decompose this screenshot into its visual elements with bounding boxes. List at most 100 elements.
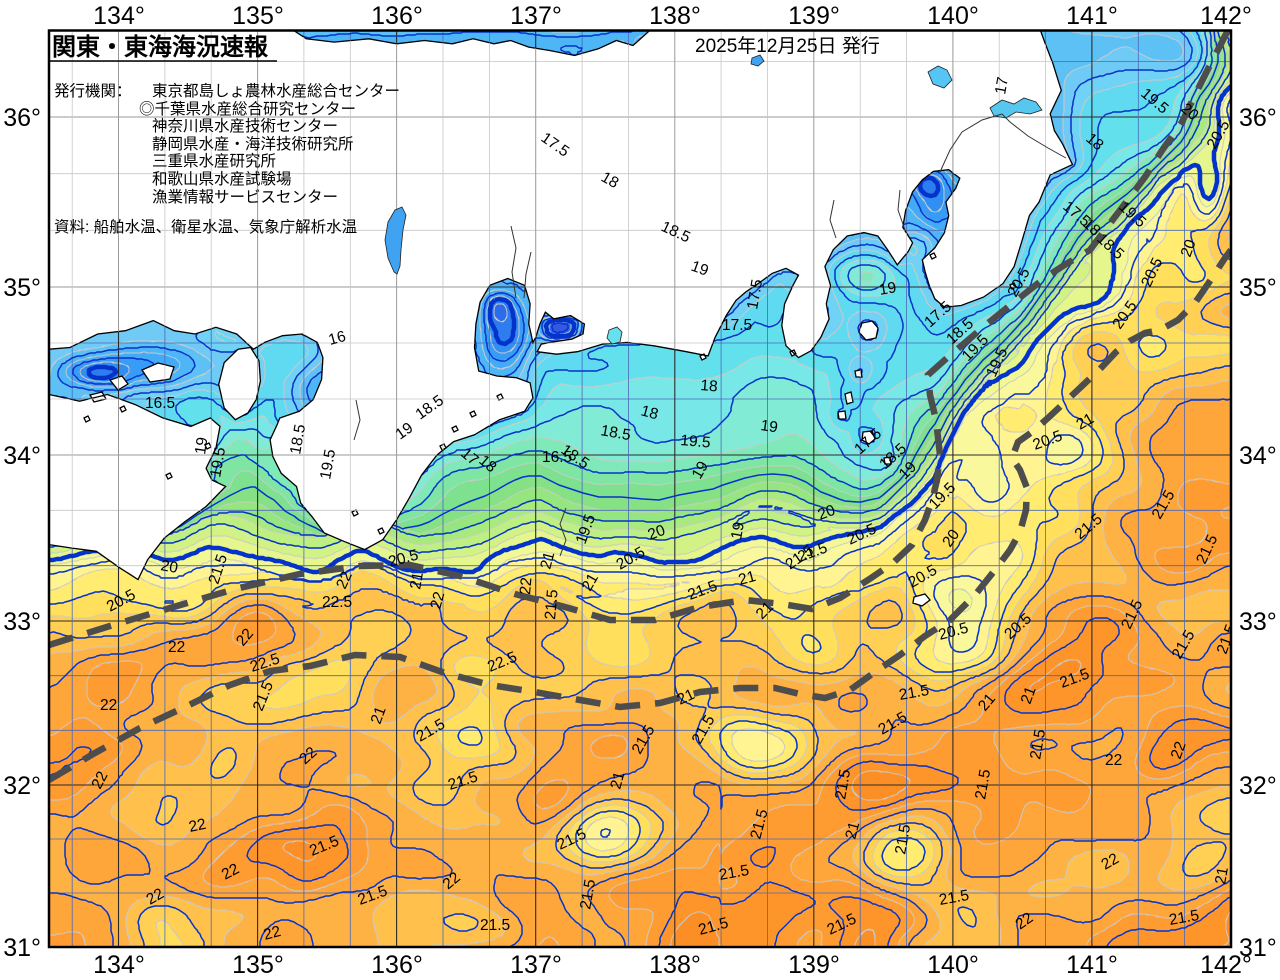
svg-text:139°: 139° — [788, 951, 840, 979]
svg-text:22: 22 — [517, 577, 535, 596]
svg-text:21.5: 21.5 — [577, 878, 599, 911]
svg-text:三重県水産研究所: 三重県水産研究所 — [152, 152, 276, 170]
svg-text:22: 22 — [262, 923, 283, 944]
svg-text:21.5: 21.5 — [1027, 728, 1049, 761]
svg-text:19.5: 19.5 — [207, 446, 229, 479]
svg-text:21: 21 — [1074, 410, 1097, 433]
svg-text:漁業情報サービスセンター: 漁業情報サービスセンター — [152, 188, 338, 206]
svg-text:21: 21 — [579, 571, 602, 594]
svg-text:31°: 31° — [1239, 934, 1277, 962]
svg-text:19: 19 — [759, 417, 778, 436]
svg-text:神奈川県水産技術センター: 神奈川県水産技術センター — [152, 117, 338, 135]
svg-text:静岡県水産・海洋技術研究所: 静岡県水産・海洋技術研究所 — [152, 135, 354, 153]
svg-text:19.5: 19.5 — [317, 448, 339, 481]
svg-text:17.5: 17.5 — [744, 278, 766, 311]
svg-text:21.5: 21.5 — [898, 682, 931, 704]
svg-text:22: 22 — [187, 816, 207, 836]
svg-text:21: 21 — [537, 550, 558, 571]
svg-text:21: 21 — [675, 686, 698, 709]
svg-text:32°: 32° — [1239, 772, 1277, 800]
svg-text:21.5: 21.5 — [832, 768, 854, 801]
svg-text:22: 22 — [1168, 739, 1190, 761]
svg-text:142°: 142° — [1200, 951, 1252, 979]
svg-text:和歌山県水産試験場: 和歌山県水産試験場 — [152, 170, 292, 188]
svg-text:21.5: 21.5 — [480, 917, 510, 934]
svg-text:22: 22 — [144, 885, 167, 908]
svg-text:33°: 33° — [3, 608, 41, 636]
svg-text:141°: 141° — [1066, 951, 1118, 979]
svg-text:21: 21 — [842, 820, 863, 841]
svg-text:22: 22 — [168, 639, 185, 656]
svg-text:16.5: 16.5 — [145, 395, 175, 412]
svg-text:18.5: 18.5 — [287, 423, 309, 456]
svg-text:141°: 141° — [1066, 2, 1118, 30]
svg-text:21.5: 21.5 — [972, 768, 994, 801]
svg-text:32°: 32° — [3, 772, 41, 800]
svg-text:16.5: 16.5 — [542, 449, 572, 466]
svg-text:19: 19 — [393, 419, 417, 443]
svg-text:20: 20 — [816, 502, 838, 524]
svg-text:19: 19 — [192, 436, 211, 455]
svg-text:21: 21 — [407, 571, 427, 591]
svg-text:22.5: 22.5 — [322, 594, 352, 611]
svg-text:21.5: 21.5 — [938, 887, 971, 909]
svg-text:20: 20 — [159, 557, 179, 577]
svg-text:19: 19 — [878, 279, 898, 299]
svg-text:139°: 139° — [788, 2, 840, 30]
svg-text:34°: 34° — [3, 442, 41, 470]
svg-text:21: 21 — [368, 704, 390, 726]
svg-text:19: 19 — [689, 459, 712, 482]
svg-text:2025年12月25日 発行: 2025年12月25日 発行 — [695, 35, 880, 57]
svg-text:18: 18 — [639, 402, 660, 423]
svg-text:138°: 138° — [649, 951, 701, 979]
svg-text:21.5: 21.5 — [1168, 907, 1201, 929]
svg-text:21.5: 21.5 — [718, 862, 751, 884]
svg-text:22: 22 — [219, 860, 242, 883]
svg-text:137°: 137° — [510, 951, 562, 979]
svg-text:35°: 35° — [1239, 274, 1277, 302]
svg-text:31°: 31° — [3, 934, 41, 962]
svg-text:134°: 134° — [93, 951, 145, 979]
svg-text:33°: 33° — [1239, 608, 1277, 636]
svg-text:36°: 36° — [1239, 104, 1277, 132]
svg-text:135°: 135° — [232, 951, 284, 979]
svg-text:22: 22 — [427, 590, 448, 611]
svg-text:136°: 136° — [371, 951, 423, 979]
svg-text:19.5: 19.5 — [680, 432, 712, 452]
svg-text:19: 19 — [689, 258, 711, 280]
svg-text:22: 22 — [1099, 850, 1122, 873]
svg-text:21.5: 21.5 — [542, 589, 562, 621]
svg-text:22: 22 — [89, 769, 112, 792]
svg-text:135°: 135° — [232, 2, 284, 30]
svg-text:◎千葉県水産総合研究センター: ◎千葉県水産総合研究センター — [139, 100, 356, 118]
svg-text:22: 22 — [333, 569, 356, 592]
svg-text:19: 19 — [728, 521, 748, 541]
svg-text:34°: 34° — [1239, 442, 1277, 470]
svg-text:21: 21 — [1018, 684, 1040, 706]
svg-text:36°: 36° — [3, 104, 41, 132]
svg-text:21.5: 21.5 — [892, 823, 914, 856]
svg-text:22: 22 — [1013, 909, 1037, 933]
svg-text:18: 18 — [700, 377, 719, 395]
svg-text:18.5: 18.5 — [599, 422, 632, 444]
svg-text:134°: 134° — [93, 2, 145, 30]
svg-text:20: 20 — [1178, 237, 1200, 259]
svg-text:16: 16 — [327, 328, 348, 349]
svg-text:140°: 140° — [927, 951, 979, 979]
svg-text:22: 22 — [1105, 752, 1122, 769]
svg-text:21: 21 — [1212, 866, 1232, 886]
svg-text:35°: 35° — [3, 274, 41, 302]
svg-text:21: 21 — [737, 568, 758, 589]
svg-text:136°: 136° — [371, 2, 423, 30]
svg-text:関東・東海海況速報: 関東・東海海況速報 — [52, 33, 269, 61]
svg-text:20: 20 — [646, 522, 668, 544]
svg-text:資料: 船舶水温、衛星水温、気象庁解析水温: 資料: 船舶水温、衛星水温、気象庁解析水温 — [54, 218, 357, 236]
svg-text:137°: 137° — [510, 2, 562, 30]
svg-text:18: 18 — [598, 169, 621, 192]
svg-text:22: 22 — [100, 697, 117, 714]
svg-text:21: 21 — [607, 770, 628, 791]
svg-text:142°: 142° — [1200, 2, 1252, 30]
svg-text:17: 17 — [992, 76, 1012, 96]
svg-text:140°: 140° — [927, 2, 979, 30]
svg-text:東京都島しょ農林水産総合センター: 東京都島しょ農林水産総合センター — [152, 82, 400, 100]
